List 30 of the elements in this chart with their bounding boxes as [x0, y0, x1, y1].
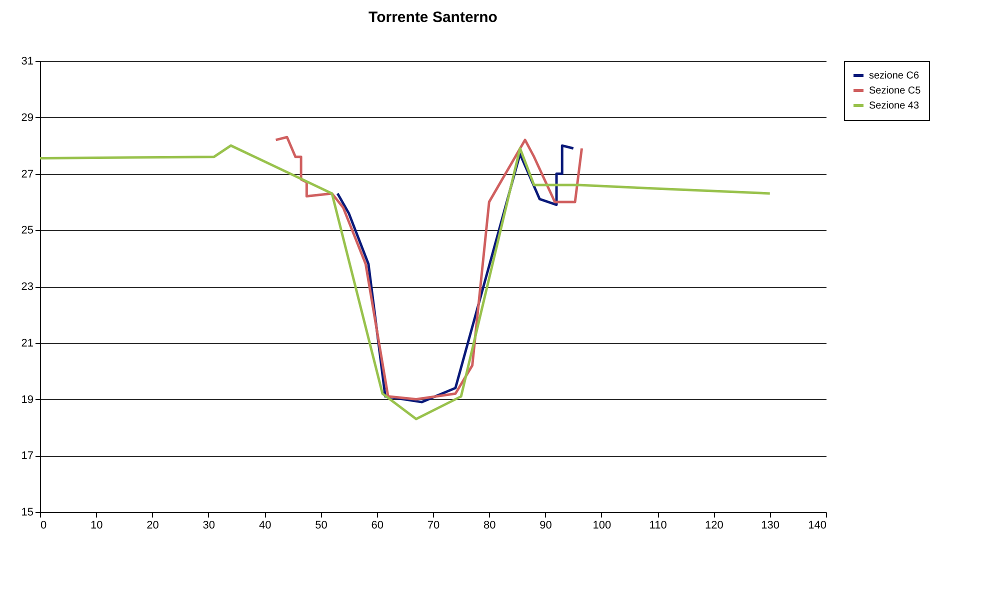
y-tick-label: 15	[21, 506, 34, 518]
x-tick-label: 60	[371, 520, 384, 532]
x-tick-label: 120	[705, 520, 724, 532]
x-tick-label: 100	[592, 520, 612, 532]
x-tick-label: 0	[40, 520, 47, 532]
y-tick-label: 29	[21, 112, 34, 124]
x-tick-label: 30	[202, 520, 216, 532]
line-series	[274, 136, 584, 400]
y-tick-label: 17	[21, 450, 34, 462]
legend-label: sezione C6	[869, 70, 920, 82]
x-tick-label: 80	[484, 520, 496, 532]
x-tick-label: 70	[427, 520, 440, 532]
x-tick-label: 110	[649, 520, 667, 532]
y-tick-label: 25	[21, 224, 34, 237]
legend-label: Sezione C5	[869, 86, 922, 96]
x-tick-label: 140	[808, 520, 826, 532]
x-tick-label: 50	[315, 520, 328, 532]
legend-label: Sezione 43	[869, 100, 920, 112]
x-tick-label: 40	[258, 520, 272, 532]
y-tick-label: 27	[21, 168, 34, 180]
y-tick-label: 31	[21, 56, 34, 68]
x-tick-label: 90	[540, 520, 552, 532]
y-tick-label: 19	[21, 394, 34, 406]
y-tick-label: 23	[21, 281, 34, 293]
y-tick-label: 21	[21, 337, 34, 350]
chart-title: Torrente Santerno	[368, 9, 498, 26]
x-tick-label: 130	[761, 520, 780, 532]
x-tick-label: 10	[90, 520, 103, 532]
line-series	[40, 144, 772, 420]
x-tick-label: 20	[146, 520, 159, 532]
